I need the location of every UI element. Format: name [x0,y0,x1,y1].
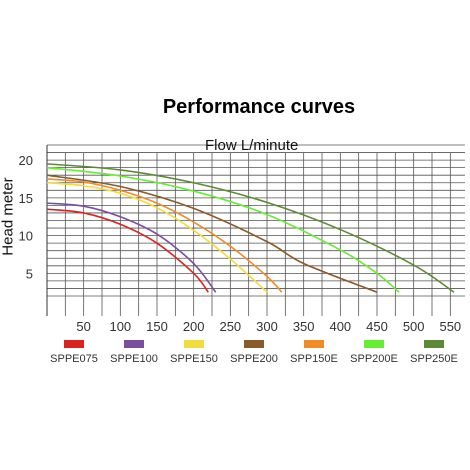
y-tick-label: 10 [19,229,33,244]
x-tick-label: 250 [219,319,241,334]
x-tick-label: 550 [439,319,461,334]
legend-label: SPP200E [350,353,398,365]
legend-swatch [184,340,204,348]
legend-label: SPP250E [410,353,458,365]
series-line-spp200e [46,166,400,293]
series-line-spp250e [46,163,455,293]
legend-item: SPP200E [344,340,404,365]
x-axis-label: Flow L/minute [205,137,299,154]
x-axis-ticks: 50 100 150 200 250 300 350 400 450 500 550 [76,319,461,334]
x-tick-label: 400 [329,319,351,334]
y-axis-label: Head meter [0,177,17,256]
series-line-sppe075 [46,208,209,293]
legend-swatch [304,340,324,348]
legend-label: SPPE075 [50,353,98,365]
series-line-sppe150 [46,181,268,293]
x-tick-label: 150 [146,319,168,334]
legend: SPPE075 SPPE100 SPPE150 SPPE200 SPP150E … [44,340,464,370]
x-tick-label: 500 [403,319,425,334]
legend-swatch [124,340,144,348]
chart-title: Performance curves [162,96,356,118]
legend-item: SPPE150 [164,340,224,365]
y-tick-label: 20 [19,153,33,168]
legend-item: SPPE075 [44,340,104,365]
legend-item: SPP250E [404,340,464,365]
legend-label: SPP150E [290,353,338,365]
series-lines [46,163,455,293]
legend-swatch [364,340,384,348]
x-tick-label: 200 [183,319,205,334]
legend-swatch [64,340,84,348]
y-axis-ticks: 5 10 15 20 [19,153,33,281]
x-tick-label: 300 [256,319,278,334]
x-tick-label: 350 [293,319,315,334]
legend-item: SPPE100 [104,340,164,365]
legend-item: SPPE200 [224,340,284,365]
x-tick-label: 50 [76,319,90,334]
grid [46,144,465,316]
series-line-sppe100 [46,202,217,293]
legend-label: SPPE150 [170,353,218,365]
legend-swatch [244,340,264,348]
legend-item: SPP150E [284,340,344,365]
legend-label: SPPE100 [110,353,158,365]
x-tick-label: 100 [109,319,131,334]
y-tick-label: 15 [19,191,33,206]
legend-label: SPPE200 [230,353,278,365]
x-tick-label: 450 [366,319,388,334]
y-tick-label: 5 [26,266,33,281]
series-line-sppe200 [46,174,378,293]
series-line-spp150e [46,178,283,293]
legend-swatch [424,340,444,348]
